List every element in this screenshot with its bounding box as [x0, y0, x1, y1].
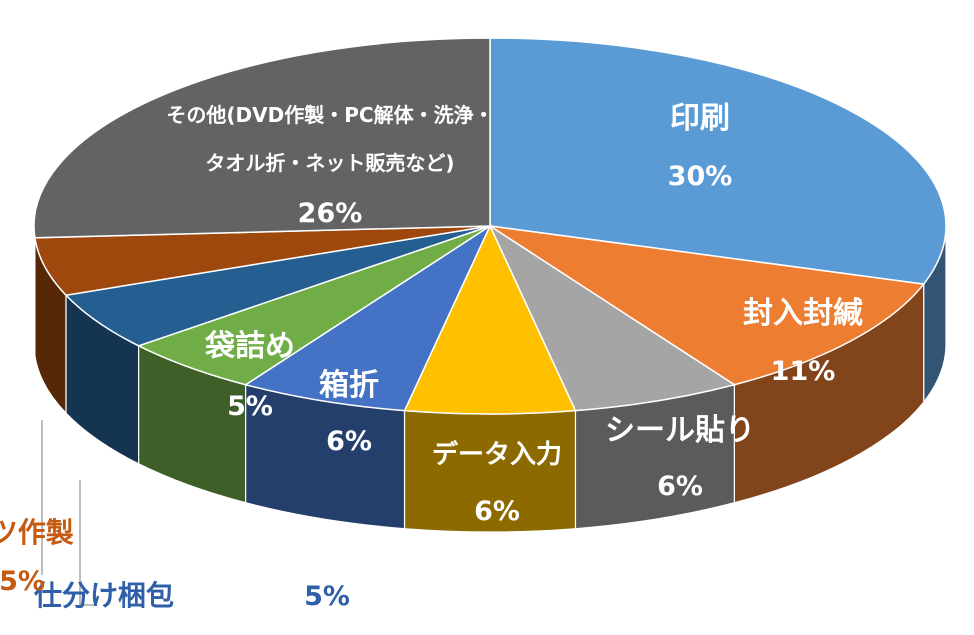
slice-label-sonota-line-2: タオル折・ネット販売など)	[205, 151, 454, 175]
slice-percent-hakoori: 6%	[326, 426, 372, 457]
slice-label-seal-hari: シール貼り	[605, 413, 755, 448]
slice-percent-sonota: 26%	[298, 198, 363, 229]
pie-slice-seal-hari	[488, 223, 737, 412]
pie-slice-parts-sakusei	[34, 225, 491, 297]
pie-tops	[33, 37, 947, 415]
pie-slice-hakoori	[243, 223, 492, 412]
slice-label-sonota-line-1: その他(DVD作製・PC解体・洗浄・	[166, 103, 493, 127]
slice-label-insatsu: 印刷	[670, 101, 730, 136]
slice-label-fukurozume: 袋詰め	[204, 329, 295, 364]
pie-slice-fuunyuu-fuukan	[489, 225, 926, 386]
slice-percent-data-nyuuryoku: 6%	[474, 496, 520, 527]
pie-slice-sonota	[33, 37, 491, 239]
pie-sides	[33, 225, 947, 533]
slice-label-hakoori: 箱折	[319, 368, 379, 403]
slice-percent-seal-hari: 6%	[657, 471, 703, 502]
pie-slice-fukurozume	[136, 225, 491, 386]
pie-slice-insatsu	[489, 37, 947, 285]
slice-percent-insatsu: 30%	[668, 161, 733, 192]
leader-lines	[41, 420, 96, 606]
slice-percent-shiwake-konpou: 5%	[304, 581, 350, 612]
slice-label-parts-sakusei: パーツ作製	[0, 516, 74, 549]
slice-labels: 印刷30%封入封緘11%シール貼り6%データ入力6%箱折6%袋詰め5%仕分け梱包…	[0, 101, 863, 612]
leader-line-shiwake-konpou	[79, 480, 96, 606]
slice-label-fuunyuu-fuukan: 封入封緘	[743, 296, 863, 331]
slice-label-shiwake-konpou: 仕分け梱包	[33, 579, 174, 612]
pie-slice-data-nyuuryoku	[403, 224, 577, 415]
slice-percent-parts-sakusei: 5%	[0, 566, 45, 597]
slice-label-data-nyuuryoku: データ入力	[432, 439, 562, 470]
slice-percent-fukurozume: 5%	[227, 391, 273, 422]
slice-percent-fuunyuu-fuukan: 11%	[771, 356, 836, 387]
pie-slice-shiwake-konpou	[64, 225, 491, 347]
